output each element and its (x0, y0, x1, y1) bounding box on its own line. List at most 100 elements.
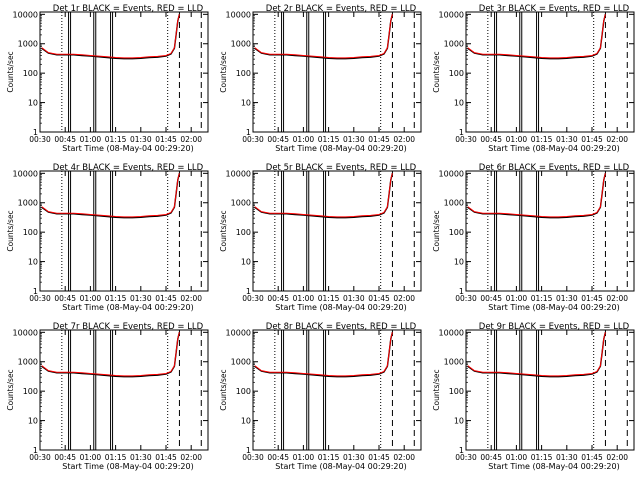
x-tick-label: 01:00 (293, 135, 315, 144)
y-tick-label: 10000 (13, 328, 38, 337)
y-tick-label: 1000 (231, 40, 251, 49)
x-tick-label: 00:45 (267, 294, 289, 303)
y-tick-label: 1000 (18, 199, 38, 208)
y-tick-label: 10 (241, 99, 251, 108)
x-axis-label: Start Time (08-May-04 00:29:20) (275, 462, 406, 471)
detector-panel-1: 1 10 100 1000 10000 00:30 00:45 01:00 01:15 01:30… (6, 4, 209, 153)
y-tick-label: 10000 (226, 169, 251, 178)
x-tick-label: 01:30 (556, 135, 578, 144)
y-tick-label: 10000 (226, 328, 251, 337)
y-tick-label: 100 (449, 228, 464, 237)
detector-panel-3: 1 10 100 1000 10000 00:30 00:45 01:00 01:15 01:30… (432, 4, 635, 153)
x-tick-label: 01:15 (318, 294, 340, 303)
y-axis-label: Counts/sec (6, 369, 15, 410)
x-tick-label: 00:30 (242, 453, 264, 462)
plot-frame (252, 11, 422, 133)
x-tick-label: 01:30 (130, 453, 152, 462)
x-tick-label: 00:30 (455, 294, 477, 303)
x-tick-label: 00:45 (54, 294, 76, 303)
y-tick-label: 1000 (444, 199, 464, 208)
y-tick-label: 100 (236, 387, 251, 396)
x-tick-label: 01:00 (506, 294, 528, 303)
y-tick-label: 1000 (18, 358, 38, 367)
x-tick-label: 01:30 (343, 135, 365, 144)
x-tick-label: 01:45 (155, 294, 177, 303)
y-tick-label: 10 (454, 258, 464, 267)
y-axis-label: Counts/sec (219, 369, 228, 410)
detector-panel-4: 1 10 100 1000 10000 00:30 00:45 01:00 01:15 01:30… (6, 163, 209, 312)
plot-frame (252, 329, 422, 451)
y-tick-label: 10 (241, 417, 251, 426)
y-tick-label: 1000 (444, 358, 464, 367)
y-tick-label: 1 (33, 287, 38, 296)
x-tick-label: 01:00 (80, 453, 102, 462)
x-tick-label: 01:00 (80, 294, 102, 303)
x-tick-label: 02:00 (393, 294, 415, 303)
x-tick-label: 01:45 (368, 453, 390, 462)
y-tick-label: 10000 (13, 169, 38, 178)
y-tick-label: 1 (246, 128, 251, 137)
x-tick-label: 02:00 (393, 135, 415, 144)
x-tick-label: 00:30 (29, 135, 51, 144)
y-tick-label: 1 (459, 128, 464, 137)
series-line-lld (254, 14, 393, 59)
y-tick-label: 10 (241, 258, 251, 267)
plot-frame (465, 170, 635, 292)
y-tick-label: 100 (449, 69, 464, 78)
x-tick-label: 02:00 (606, 453, 628, 462)
y-axis-label: Counts/sec (219, 51, 228, 92)
detector-panel-7: 1 10 100 1000 10000 00:30 00:45 01:00 01:15 01:30… (6, 322, 209, 471)
x-tick-label: 01:15 (105, 453, 127, 462)
x-tick-label: 00:45 (480, 294, 502, 303)
x-tick-label: 00:45 (480, 453, 502, 462)
x-tick-label: 00:30 (29, 294, 51, 303)
y-tick-label: 1 (459, 287, 464, 296)
y-tick-label: 100 (23, 228, 38, 237)
y-tick-label: 10000 (226, 10, 251, 19)
plot-frame (39, 170, 209, 292)
y-tick-label: 1000 (18, 40, 38, 49)
series-line-lld (467, 173, 606, 218)
y-axis-label: Counts/sec (6, 51, 15, 92)
plot-frame (252, 170, 422, 292)
panel-title: Det 2r BLACK = Events, RED = LLD (266, 4, 417, 14)
x-tick-label: 00:30 (455, 135, 477, 144)
panel-title: Det 7r BLACK = Events, RED = LLD (53, 322, 204, 332)
x-axis-label: Start Time (08-May-04 00:29:20) (488, 462, 619, 471)
x-tick-label: 01:30 (130, 294, 152, 303)
x-tick-label: 02:00 (180, 135, 202, 144)
y-tick-label: 1 (459, 446, 464, 455)
x-tick-label: 01:15 (318, 135, 340, 144)
y-tick-label: 1000 (231, 358, 251, 367)
x-tick-label: 00:30 (242, 135, 264, 144)
y-tick-label: 100 (236, 228, 251, 237)
panel-title: Det 6r BLACK = Events, RED = LLD (479, 163, 630, 173)
x-tick-label: 01:45 (155, 453, 177, 462)
plot-frame (39, 11, 209, 133)
x-tick-label: 01:15 (318, 453, 340, 462)
x-axis-label: Start Time (08-May-04 00:29:20) (275, 303, 406, 312)
x-tick-label: 02:00 (180, 294, 202, 303)
y-tick-label: 10 (28, 99, 38, 108)
x-tick-label: 00:45 (480, 135, 502, 144)
x-tick-label: 01:45 (581, 453, 603, 462)
x-axis-label: Start Time (08-May-04 00:29:20) (488, 303, 619, 312)
y-axis-label: Counts/sec (432, 369, 441, 410)
x-tick-label: 00:30 (242, 294, 264, 303)
x-tick-label: 00:45 (267, 453, 289, 462)
x-tick-label: 01:45 (368, 294, 390, 303)
y-tick-label: 10000 (439, 169, 464, 178)
x-tick-label: 01:45 (581, 135, 603, 144)
panel-title: Det 1r BLACK = Events, RED = LLD (53, 4, 204, 14)
x-tick-label: 00:30 (29, 453, 51, 462)
series-line-lld (254, 173, 393, 218)
x-tick-label: 01:15 (105, 135, 127, 144)
y-tick-label: 100 (23, 69, 38, 78)
y-tick-label: 100 (449, 387, 464, 396)
y-tick-label: 10 (454, 417, 464, 426)
y-tick-label: 10 (454, 99, 464, 108)
x-tick-label: 01:00 (293, 453, 315, 462)
y-tick-label: 10 (28, 258, 38, 267)
detector-panel-2: 1 10 100 1000 10000 00:30 00:45 01:00 01:15 01:30… (219, 4, 422, 153)
series-line-lld (41, 14, 180, 59)
